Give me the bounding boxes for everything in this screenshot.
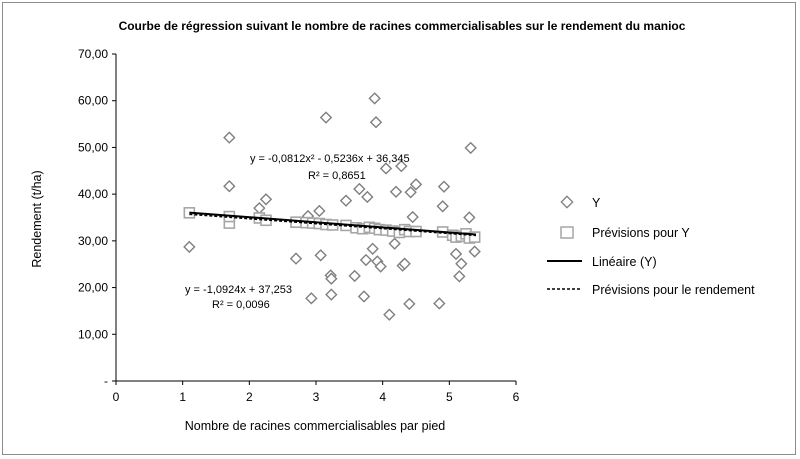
poly-r2-label: R² = 0,8651 <box>308 170 366 182</box>
x-tick-label: 3 <box>313 390 320 404</box>
poly-equation-label: y = -0,0812x² - 0,5236x + 36,345 <box>250 153 410 165</box>
data-point-y <box>289 252 303 265</box>
data-point-y <box>389 185 403 198</box>
data-point-y <box>361 190 374 204</box>
data-point-y <box>325 272 338 285</box>
x-tick-label: 6 <box>513 390 520 404</box>
data-point-y <box>436 200 449 213</box>
x-tick-label: 2 <box>246 390 253 404</box>
data-point-y <box>183 240 196 254</box>
linear-r2-label: R² = 0,0096 <box>212 299 270 311</box>
data-point-y <box>223 180 236 193</box>
data-point-y <box>374 260 387 273</box>
y-tick-label: 10,00 <box>78 327 108 341</box>
data-point-y <box>379 162 393 175</box>
legend-previsions-marker <box>560 226 574 239</box>
y-tick-label: 20,00 <box>78 281 108 295</box>
data-point-y <box>395 159 408 173</box>
data-point-y <box>463 211 476 224</box>
data-point-y <box>455 257 468 270</box>
x-axis-label: Nombre de racines commercialisables par … <box>185 419 446 433</box>
x-tick-label: 4 <box>379 390 386 404</box>
y-axis-label: Rendement (t/ha) <box>30 170 44 267</box>
legend-dashed-label: Prévisions pour le rendement <box>592 283 755 297</box>
data-point-y <box>464 141 477 155</box>
data-point-y <box>259 193 273 206</box>
data-point-y <box>433 297 446 310</box>
data-point-y <box>359 253 373 267</box>
trend-lines <box>189 211 477 237</box>
y-tick-label: 30,00 <box>78 234 108 248</box>
trendline-linear <box>189 211 477 236</box>
legend-y-label: Y <box>592 196 601 210</box>
series-y-points <box>183 92 481 321</box>
data-point-y <box>449 247 463 261</box>
data-point-y <box>388 237 401 250</box>
linear-equation-label: y = -1,0924x + 37,253 <box>185 284 292 296</box>
y-tick-label: 50,00 <box>78 140 108 154</box>
trendline-previsions <box>189 213 477 237</box>
data-point-y <box>368 92 381 105</box>
legend: Y Prévisions pour Y Linéaire (Y) Prévisi… <box>547 195 755 297</box>
data-point-y <box>313 204 326 218</box>
data-point-prevision <box>468 231 481 243</box>
data-point-y <box>453 270 466 283</box>
data-point-y <box>314 249 327 262</box>
data-point-y <box>339 194 353 207</box>
y-tick-label: 70,00 <box>78 47 108 61</box>
data-point-y <box>403 297 416 311</box>
x-tick-label: 0 <box>113 390 120 404</box>
data-point-y <box>325 288 338 301</box>
y-tick-label: 60,00 <box>78 94 108 108</box>
data-point-y <box>369 116 383 129</box>
y-tick-label: 40,00 <box>78 187 108 201</box>
x-tick-label: 5 <box>446 390 453 404</box>
data-point-y <box>253 201 266 215</box>
data-point-y <box>366 242 379 255</box>
data-point-y <box>353 182 366 196</box>
x-tick-label: 1 <box>179 390 186 404</box>
data-point-y <box>437 180 451 193</box>
chart-title: Courbe de régression suivant le nombre d… <box>119 19 686 33</box>
series-previsions-points <box>183 207 481 244</box>
legend-y-marker <box>560 195 574 209</box>
data-point-y <box>409 178 423 191</box>
data-point-y <box>319 111 333 124</box>
legend-previsions-label: Prévisions pour Y <box>592 226 690 240</box>
data-point-y <box>305 292 318 305</box>
data-point-prevision <box>326 219 339 231</box>
data-point-y <box>404 186 417 199</box>
data-point-y <box>398 257 411 270</box>
y-tick-label: - <box>104 374 108 388</box>
data-point-y <box>348 269 361 283</box>
data-point-y <box>406 210 419 224</box>
legend-linear-label: Linéaire (Y) <box>592 255 657 269</box>
data-point-y <box>383 308 396 321</box>
data-point-y <box>468 245 481 258</box>
y-axis-ticks: - 10,00 20,00 30,00 40,00 50,00 60,00 70,00 <box>78 47 116 388</box>
data-point-y <box>357 290 371 303</box>
x-axis-ticks: 0 1 2 3 4 5 6 <box>113 381 520 404</box>
data-point-y <box>223 131 236 144</box>
